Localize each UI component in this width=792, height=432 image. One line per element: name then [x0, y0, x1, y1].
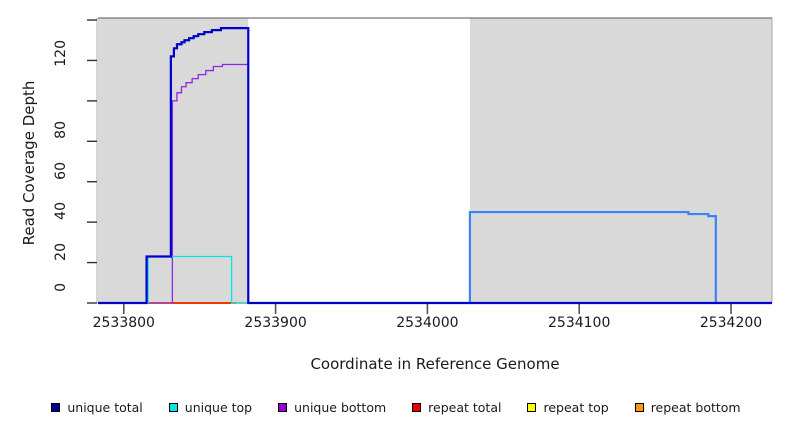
legend-label: unique total: [67, 399, 143, 415]
legend-label: repeat bottom: [650, 399, 741, 415]
y-tick-label: 60: [53, 161, 69, 180]
legend-item-unique-top[interactable]: unique top: [168, 399, 253, 415]
legend-label: unique top: [184, 399, 253, 415]
series-line: [98, 27, 772, 305]
data-series-layer: [98, 27, 772, 305]
legend-swatch-icon: [278, 402, 288, 412]
x-tick-label: 2534000: [396, 315, 459, 331]
y-tick-label: 120: [53, 40, 69, 68]
legend-label: repeat total: [428, 399, 502, 415]
shaded-regions-layer: [98, 18, 772, 303]
y-tick-label: 40: [53, 202, 69, 220]
shaded-region: [469, 18, 772, 303]
chart-legend: unique total unique top unique bottom repea…: [0, 395, 792, 419]
legend-item-unique-bottom[interactable]: unique bottom: [278, 400, 386, 415]
legend-label: unique bottom: [294, 399, 387, 415]
legend-label: repeat top: [543, 399, 609, 415]
axis-ticks-layer: [87, 19, 732, 314]
legend-item-repeat-bottom[interactable]: repeat bottom: [634, 399, 741, 415]
shaded-region: [98, 18, 249, 303]
x-tick-label: 2534200: [699, 315, 763, 331]
legend-item-unique-total[interactable]: unique total: [51, 399, 143, 415]
x-tick-label: 2534100: [548, 315, 611, 331]
x-tick-label: 2533900: [244, 315, 307, 331]
legend-item-repeat-total[interactable]: repeat total: [412, 400, 501, 415]
y-axis-title: Read Coverage Depth: [20, 80, 38, 246]
y-tick-label: 80: [53, 121, 69, 140]
legend-swatch-icon: [168, 402, 178, 412]
legend-swatch-icon: [634, 402, 644, 412]
series-line: [468, 210, 717, 303]
legend-swatch-icon: [51, 402, 61, 412]
legend-swatch-icon: [412, 402, 422, 412]
legend-item-repeat-top[interactable]: repeat top: [527, 399, 609, 415]
x-tick-label: 2533800: [92, 315, 155, 331]
x-axis-title: Coordinate in Reference Genome: [310, 355, 560, 373]
y-tick-label: 20: [53, 242, 69, 261]
series-line: [98, 63, 772, 304]
legend-swatch-icon: [527, 402, 537, 412]
